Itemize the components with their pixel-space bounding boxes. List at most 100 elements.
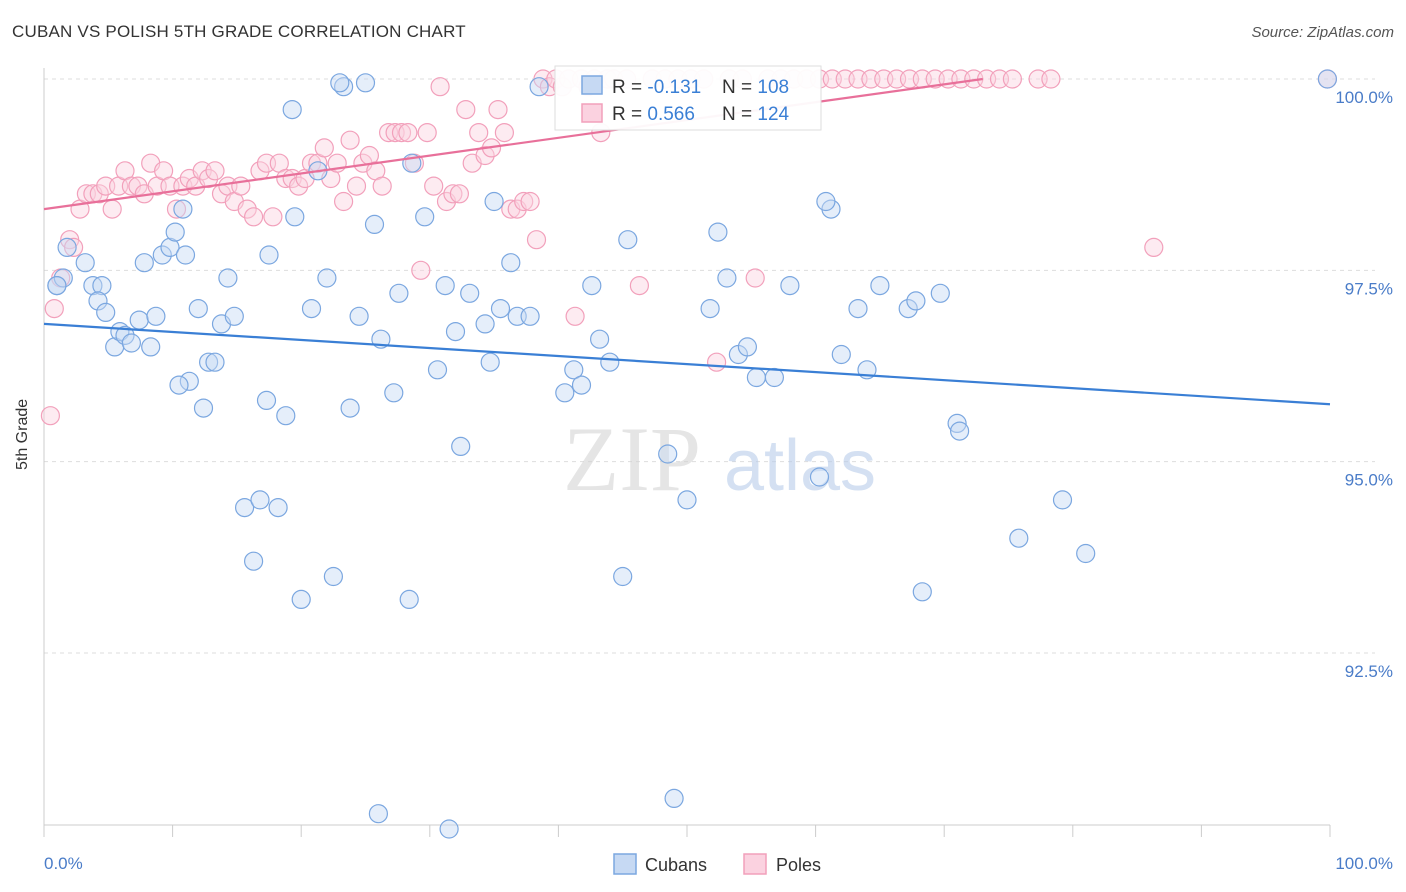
cubans-point-92: [930, 283, 950, 303]
cubans-point-36: [291, 589, 311, 610]
legend-label-cubans: Cubans: [645, 855, 707, 875]
cubans-point-106: [256, 390, 277, 410]
cubans-point-33: [276, 406, 296, 426]
poles-point-58: [411, 260, 431, 280]
cubans-point-18: [165, 222, 185, 242]
cubans-point-7: [96, 302, 116, 322]
cubans-point-20: [179, 371, 199, 391]
poles-point-10: [102, 199, 122, 219]
cubans-point-40: [323, 566, 343, 587]
poles-trend-line: [43, 77, 983, 211]
poles-point-82: [565, 306, 585, 326]
svg-text:R = -0.131: R = -0.131: [612, 77, 701, 98]
cubans-point-81: [764, 367, 785, 388]
cubans-point-24: [205, 352, 225, 372]
poles-point-8: [89, 184, 109, 204]
watermark: ZIP atlas: [563, 408, 876, 510]
poles-point-43: [314, 138, 334, 158]
poles-point-26: [205, 161, 225, 181]
cubans-point-90: [906, 291, 926, 311]
x-tick-label-1: 100.0%: [1335, 854, 1393, 873]
svg-text:N = 108: N = 108: [722, 77, 789, 98]
series-cubans: [47, 69, 1338, 839]
cubans-point-16: [152, 245, 172, 265]
poles-point-52: [372, 176, 392, 196]
stats-r-value-poles: 0.566: [647, 104, 695, 125]
cubans-point-52: [435, 276, 455, 296]
stats-r-value-cubans: -0.131: [647, 77, 701, 98]
cubans-point-51: [427, 360, 448, 380]
watermark-zip: ZIP: [563, 408, 701, 510]
cubans-point-43: [349, 306, 369, 326]
poles-point-65: [456, 99, 476, 120]
stats-swatch-cubans: [581, 75, 603, 95]
cubans-point-31: [259, 245, 279, 265]
cubans-point-86: [848, 299, 868, 319]
cubans-point-2: [57, 237, 77, 257]
x-tick-label-0: 0.0%: [44, 854, 83, 873]
cubans-point-46: [384, 383, 404, 403]
cubans-point-105: [175, 245, 196, 265]
cubans-point-54: [451, 436, 471, 456]
cubans-point-58: [484, 191, 504, 212]
cubans-point-74: [677, 490, 697, 510]
cubans-point-15: [146, 306, 166, 326]
y-tick-label-3: 100.0%: [1335, 88, 1393, 107]
cubans-point-13: [134, 253, 154, 273]
cubans-point-60: [501, 253, 521, 273]
cubans-point-68: [589, 329, 610, 349]
cubans-point-34: [285, 207, 305, 227]
stats-n-label-cubans: N =: [722, 77, 757, 98]
stats-r-label-poles: R =: [612, 104, 647, 125]
poles-point-55: [391, 123, 412, 143]
cubans-point-76: [708, 222, 728, 242]
tick-labels: 92.5% 95.0% 97.5% 100.0% 0.0% 100.0%: [44, 88, 1393, 873]
cubans-point-35: [282, 99, 302, 120]
cubans-point-22: [193, 398, 214, 418]
poles-point-59: [417, 123, 437, 143]
cubans-point-21: [188, 299, 208, 319]
poles-point-64: [449, 184, 469, 204]
cubans-point-88: [870, 276, 890, 296]
cubans-point-39: [317, 268, 337, 288]
cubans-point-102: [47, 276, 67, 296]
y-tick-label-1: 95.0%: [1345, 471, 1393, 490]
cubans-point-70: [613, 566, 633, 587]
cubans-point-75: [700, 299, 720, 319]
cubans-point-47: [389, 283, 409, 303]
source-credit: Source: ZipAtlas.com: [1251, 24, 1394, 41]
cubans-point-37: [301, 299, 322, 319]
cubans-point-9: [110, 322, 130, 342]
cubans-point-44: [364, 214, 385, 234]
cubans-point-32: [268, 498, 288, 518]
cubans-point-93: [947, 413, 967, 433]
chart-title: CUBAN VS POLISH 5TH GRADE CORRELATION CH…: [12, 22, 466, 41]
cubans-point-28: [235, 498, 255, 518]
cubans-point-101: [816, 191, 836, 212]
poles-point-75: [520, 191, 540, 212]
poles-point-76: [526, 230, 547, 250]
poles-point-32: [244, 207, 264, 227]
cubans-point-77: [717, 268, 737, 288]
cubans-point-12: [129, 310, 149, 330]
cubans-point-27: [224, 306, 244, 326]
cubans-point-83: [809, 467, 830, 487]
cubans-point-69: [600, 352, 620, 372]
svg-text:N = 124: N = 124: [722, 104, 790, 125]
cubans-point-62: [520, 306, 540, 326]
poles-point-25: [199, 168, 219, 189]
poles-point-56: [398, 123, 418, 143]
poles-point-71: [494, 123, 514, 143]
cubans-point-91: [912, 582, 932, 602]
stats-n-value-poles: 124: [757, 104, 789, 125]
poles-point-119: [1002, 69, 1023, 89]
cubans-point-103: [330, 73, 350, 93]
cubans-point-64: [555, 383, 575, 403]
poles-point-70: [488, 99, 508, 120]
cubans-point-56: [475, 314, 495, 334]
poles-point-1: [44, 299, 64, 319]
poles-point-39: [289, 176, 309, 196]
trend-lines: [43, 77, 1331, 406]
cubans-point-95: [1009, 528, 1029, 548]
